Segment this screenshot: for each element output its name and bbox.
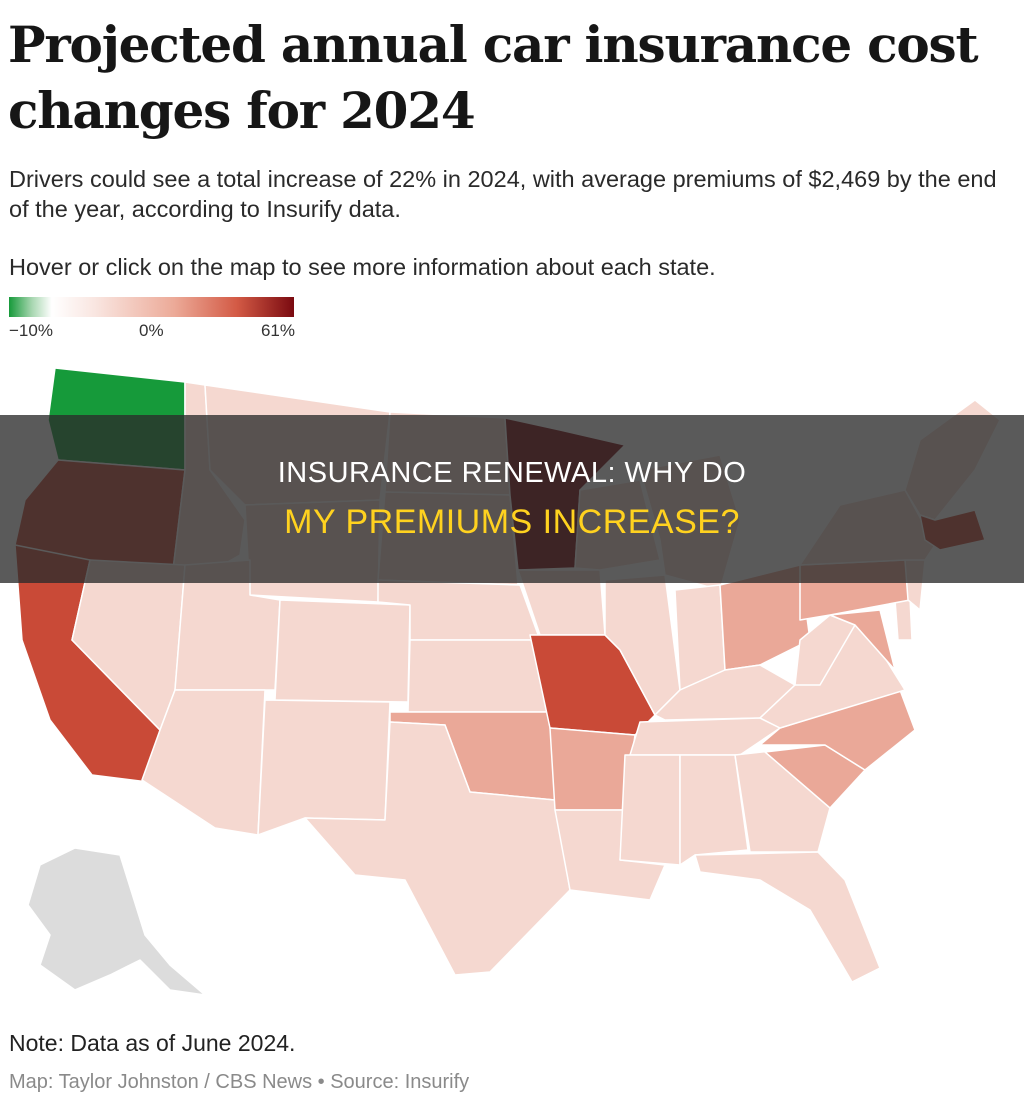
region-west-virginia[interactable] xyxy=(794,614,856,686)
map-instruction: Hover or click on the map to see more in… xyxy=(9,254,716,280)
legend-min-label: −10% xyxy=(9,321,53,340)
region-colorado[interactable] xyxy=(274,599,411,703)
region-arizona[interactable] xyxy=(141,689,266,836)
source-credit: Map: Taylor Johnston / CBS News • Source… xyxy=(9,1071,470,1093)
region-mississippi[interactable] xyxy=(619,754,681,866)
region-new-mexico[interactable] xyxy=(257,699,391,836)
data-note: Note: Data as of June 2024. xyxy=(9,1030,296,1056)
region-delaware[interactable] xyxy=(894,597,913,641)
region-florida[interactable] xyxy=(694,851,881,983)
legend-max-label: 61% xyxy=(260,321,295,340)
article-banner: INSURANCE RENEWAL: WHY DO MY PREMIUMS IN… xyxy=(0,415,1024,583)
region-alaska[interactable] xyxy=(27,847,206,995)
region-maryland[interactable] xyxy=(829,609,896,671)
region-texas[interactable] xyxy=(304,721,571,976)
region-kansas[interactable] xyxy=(407,639,551,713)
legend-gradient-bar xyxy=(9,297,294,317)
legend-mid-label: 0% xyxy=(139,321,164,340)
region-tennessee[interactable] xyxy=(629,717,781,756)
chart-title: Projected annual car insurance cost chan… xyxy=(8,15,979,140)
region-kentucky[interactable] xyxy=(654,664,796,721)
banner-title-line-1: INSURANCE RENEWAL: WHY DO xyxy=(277,457,747,489)
region-alabama[interactable] xyxy=(679,754,749,866)
banner-title-line-2: MY PREMIUMS INCREASE? xyxy=(284,503,740,541)
color-legend: −10% 0% 61% xyxy=(9,297,295,345)
chart-subtitle: Drivers could see a total increase of 22… xyxy=(9,166,997,222)
